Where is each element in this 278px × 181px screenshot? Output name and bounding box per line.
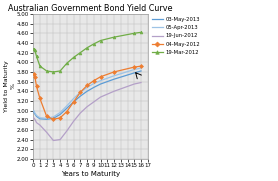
03-May-2013: [35, 115, 38, 117]
05-Apr-2013: [99, 79, 102, 82]
Line: 04-May-2012: 04-May-2012: [32, 65, 142, 121]
04-May-2012: [92, 79, 96, 82]
04-May-2012: [38, 97, 42, 100]
19-Mar-2012: [92, 43, 96, 45]
Line: 05-Apr-2013: 05-Apr-2013: [34, 68, 141, 118]
04-May-2012: [58, 117, 62, 119]
04-May-2012: [99, 76, 102, 78]
05-Apr-2013: [33, 112, 36, 114]
19-Jun-2012: [72, 120, 75, 122]
03-May-2013: [85, 90, 89, 92]
19-Mar-2012: [52, 71, 55, 73]
03-May-2013: [58, 113, 62, 115]
19-Mar-2012: [65, 62, 69, 64]
19-Mar-2012: [33, 49, 36, 51]
19-Jun-2012: [33, 118, 36, 120]
19-Jun-2012: [58, 138, 62, 141]
19-Jun-2012: [99, 96, 102, 98]
19-Mar-2012: [85, 47, 89, 49]
Legend: 03-May-2013, 05-Apr-2013, 19-Jun-2012, 04-May-2012, 19-Mar-2012: 03-May-2013, 05-Apr-2013, 19-Jun-2012, 0…: [152, 17, 200, 55]
19-Mar-2012: [79, 52, 82, 54]
Line: 19-Mar-2012: 19-Mar-2012: [32, 31, 142, 73]
04-May-2012: [32, 73, 35, 75]
05-Apr-2013: [32, 110, 35, 112]
05-Apr-2013: [85, 86, 89, 89]
19-Jun-2012: [85, 106, 89, 108]
19-Mar-2012: [38, 65, 42, 67]
05-Apr-2013: [72, 97, 75, 100]
05-Apr-2013: [139, 67, 143, 69]
05-Apr-2013: [45, 117, 48, 119]
03-May-2013: [52, 117, 55, 119]
19-Mar-2012: [99, 39, 102, 42]
05-Apr-2013: [65, 105, 69, 107]
19-Jun-2012: [65, 130, 69, 132]
19-Jun-2012: [92, 101, 96, 103]
03-May-2013: [33, 113, 36, 115]
04-May-2012: [112, 71, 116, 73]
03-May-2013: [45, 118, 48, 120]
04-May-2012: [133, 66, 136, 68]
05-Apr-2013: [38, 117, 42, 119]
03-May-2013: [112, 78, 116, 80]
03-May-2013: [72, 101, 75, 103]
03-May-2013: [65, 107, 69, 109]
05-Apr-2013: [133, 68, 136, 71]
19-Jun-2012: [52, 139, 55, 142]
Y-axis label: Yield to Maturity
%: Yield to Maturity %: [4, 60, 15, 112]
19-Jun-2012: [45, 131, 48, 133]
03-May-2013: [139, 70, 143, 72]
04-May-2012: [33, 76, 36, 78]
19-Mar-2012: [72, 56, 75, 58]
X-axis label: Years to Maturity: Years to Maturity: [61, 171, 120, 177]
03-May-2013: [32, 111, 35, 113]
19-Jun-2012: [112, 90, 116, 92]
04-May-2012: [52, 118, 55, 120]
03-May-2013: [38, 118, 42, 120]
19-Jun-2012: [139, 81, 143, 84]
19-Mar-2012: [112, 36, 116, 38]
19-Jun-2012: [133, 83, 136, 85]
05-Apr-2013: [79, 91, 82, 93]
19-Mar-2012: [133, 32, 136, 34]
Line: 19-Jun-2012: 19-Jun-2012: [34, 83, 141, 140]
03-May-2013: [133, 72, 136, 74]
04-May-2012: [139, 65, 143, 67]
Title: Australian Government Bond Yield Curve: Australian Government Bond Yield Curve: [8, 4, 173, 13]
04-May-2012: [65, 110, 69, 113]
19-Mar-2012: [58, 70, 62, 72]
19-Jun-2012: [79, 112, 82, 114]
05-Apr-2013: [112, 75, 116, 77]
Line: 03-May-2013: 03-May-2013: [34, 71, 141, 119]
03-May-2013: [99, 83, 102, 85]
03-May-2013: [79, 95, 82, 97]
05-Apr-2013: [92, 82, 96, 85]
19-Mar-2012: [32, 48, 35, 50]
19-Mar-2012: [139, 31, 143, 33]
19-Jun-2012: [35, 122, 38, 124]
05-Apr-2013: [52, 116, 55, 118]
04-May-2012: [35, 85, 38, 87]
05-Apr-2013: [58, 111, 62, 114]
04-May-2012: [72, 101, 75, 103]
04-May-2012: [79, 91, 82, 93]
04-May-2012: [45, 115, 48, 117]
19-Mar-2012: [35, 55, 38, 58]
03-May-2013: [92, 86, 96, 89]
05-Apr-2013: [35, 114, 38, 117]
19-Jun-2012: [38, 124, 42, 126]
19-Mar-2012: [45, 70, 48, 72]
04-May-2012: [85, 84, 89, 87]
19-Jun-2012: [32, 117, 35, 119]
